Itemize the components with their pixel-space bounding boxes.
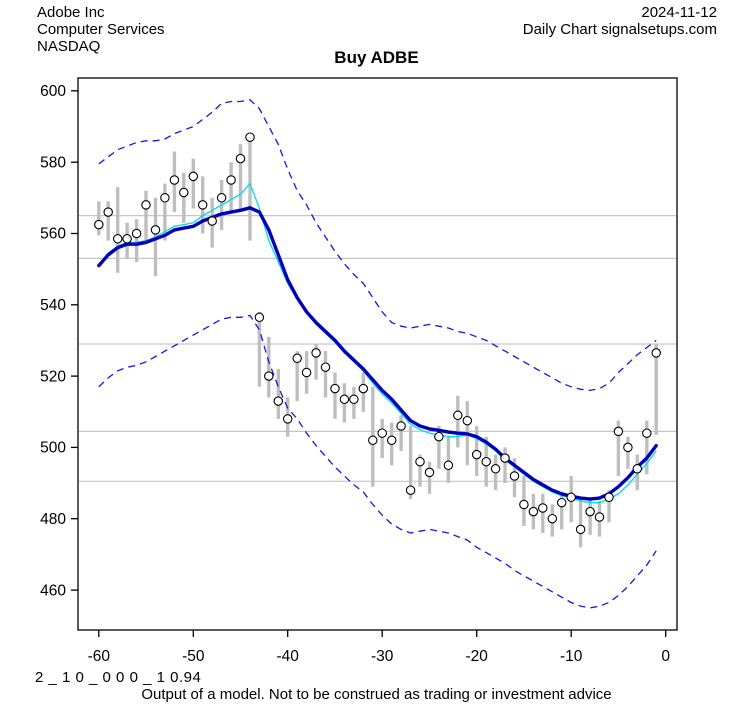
plot-border xyxy=(77,77,678,631)
close-markers xyxy=(94,132,661,535)
y-axis: 600 580 560 540 520 500 480 460 xyxy=(40,83,78,599)
lower-band-line xyxy=(98,314,657,609)
svg-text:460: 460 xyxy=(40,582,66,599)
svg-text:-40: -40 xyxy=(276,648,299,665)
sector-name: Computer Services xyxy=(37,21,165,38)
svg-text:-10: -10 xyxy=(560,648,583,665)
svg-text:480: 480 xyxy=(40,511,66,528)
chart-source: Daily Chart signalsetups.com xyxy=(522,21,717,38)
svg-text:560: 560 xyxy=(40,226,66,243)
company-name: Adobe Inc xyxy=(37,4,105,21)
grid-lines xyxy=(79,215,676,482)
svg-text:580: 580 xyxy=(40,154,66,171)
svg-text:500: 500 xyxy=(40,440,66,457)
upper-band-line xyxy=(98,99,657,392)
disclaimer-text: Output of a model. Not to be construed a… xyxy=(141,686,612,703)
svg-text:-60: -60 xyxy=(88,648,111,665)
svg-text:0: 0 xyxy=(661,648,670,665)
model-fit-line xyxy=(97,206,658,501)
exchange-name: NASDAQ xyxy=(37,38,101,55)
confidence-bands xyxy=(98,99,657,609)
model-code-label: 2 _ 1 0 _ 0 0 0 _ 1 0.94 xyxy=(35,669,202,686)
header-right: 2024-11-12 Daily Chart signalsetups.com xyxy=(523,4,717,38)
short-average-line xyxy=(98,182,657,504)
chart-date: 2024-11-12 xyxy=(641,4,717,21)
svg-text:540: 540 xyxy=(40,297,66,314)
header-left: Adobe Inc Computer Services NASDAQ xyxy=(37,4,165,55)
svg-text:-30: -30 xyxy=(371,648,394,665)
svg-text:520: 520 xyxy=(40,368,66,385)
chart-title: Buy ADBE xyxy=(334,48,419,67)
svg-text:-50: -50 xyxy=(182,648,205,665)
svg-text:600: 600 xyxy=(40,83,66,100)
x-axis: -60 -50 -40 -30 -20 -10 0 xyxy=(88,630,670,665)
svg-text:-20: -20 xyxy=(465,648,488,665)
